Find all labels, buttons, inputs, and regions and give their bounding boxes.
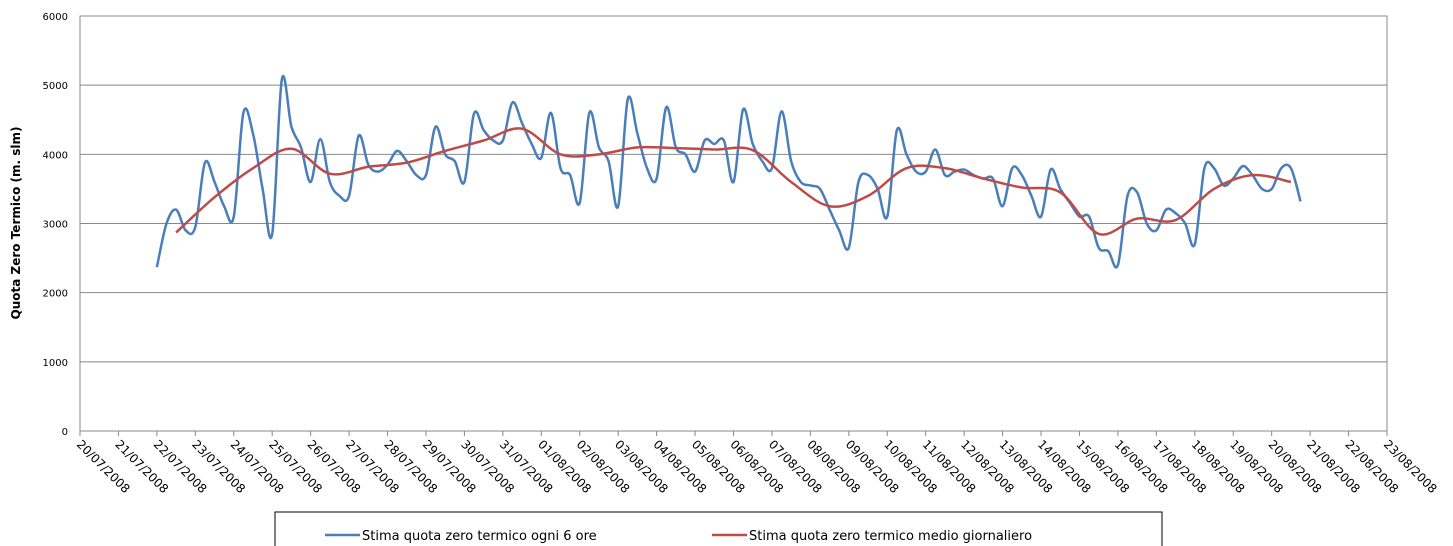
y-tick-label: 3000 bbox=[43, 220, 68, 231]
y-tick-label: 6000 bbox=[43, 12, 68, 23]
series-line bbox=[175, 127, 1292, 236]
legend-label: Stima quota zero termico ogni 6 ore bbox=[362, 529, 597, 544]
y-tick-label: 5000 bbox=[43, 81, 68, 92]
y-axis-label: Quota Zero Termico (m. slm) bbox=[9, 127, 23, 320]
series-line bbox=[155, 75, 1302, 269]
y-tick-label: 4000 bbox=[43, 150, 68, 161]
y-tick-label: 2000 bbox=[43, 289, 68, 300]
legend-label: Stima quota zero termico medio giornalie… bbox=[749, 529, 1032, 544]
y-tick-label: 1000 bbox=[43, 358, 68, 369]
legend-box bbox=[274, 511, 1163, 546]
y-tick-label: 0 bbox=[62, 427, 68, 438]
